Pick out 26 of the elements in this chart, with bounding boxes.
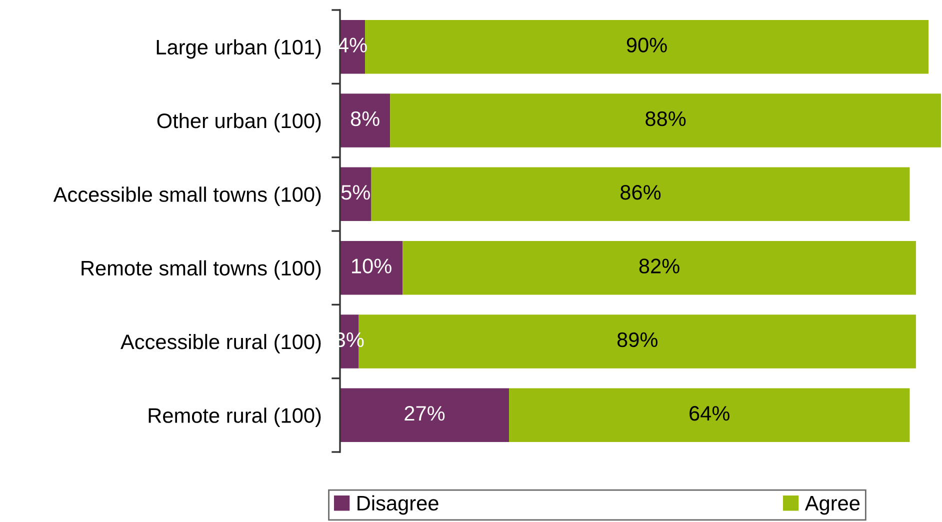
data-label: 64% [690, 406, 730, 421]
y-tick-label: Other urban (100) [157, 112, 321, 132]
y-tick-label: Accessible rural (100) [120, 334, 321, 354]
data-label: 82% [639, 258, 680, 274]
data-label: 10% [352, 258, 392, 274]
bar [340, 240, 403, 295]
y-tick-label: Accessible small towns (100) [53, 186, 321, 206]
data-label: 8% [350, 111, 380, 126]
legend-label: Agree [804, 496, 860, 515]
bar [509, 388, 910, 442]
data-label: 88% [646, 111, 686, 126]
data-label: 90% [626, 38, 667, 52]
legend-label: Disagree [358, 495, 438, 515]
data-label: 89% [617, 332, 658, 348]
data-label: 27% [404, 406, 445, 421]
data-label: 5% [341, 185, 370, 200]
y-tick-label: Large urban (101) [156, 39, 321, 59]
bar [371, 167, 910, 222]
y-tick-label: Remote small towns (100) [82, 260, 321, 280]
data-label: 86% [620, 185, 661, 200]
bar [390, 94, 941, 148]
bar [402, 240, 916, 295]
bar [365, 20, 928, 74]
bar [340, 94, 390, 148]
y-tick-label: Remote rural (100) [148, 408, 321, 428]
bar [340, 388, 510, 442]
